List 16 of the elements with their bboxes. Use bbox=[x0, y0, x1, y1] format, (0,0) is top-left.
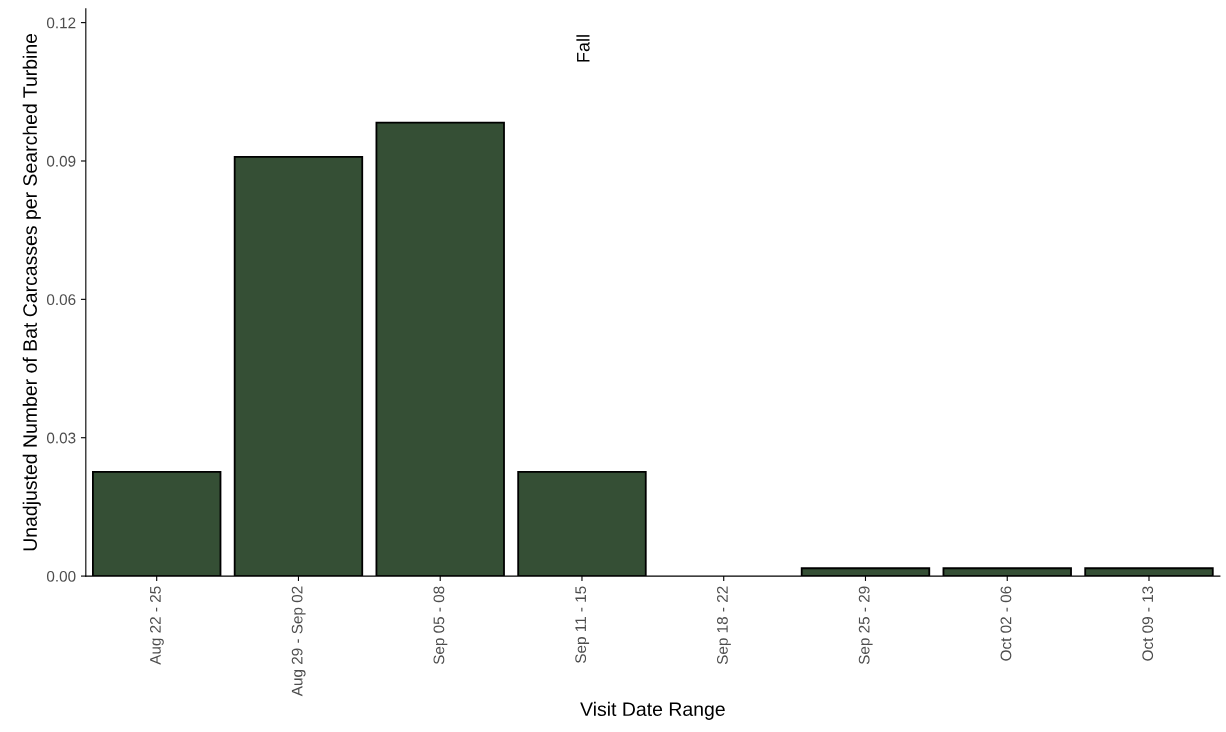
y-tick-label: 0.12 bbox=[46, 17, 76, 29]
y-tick-label: 0.00 bbox=[46, 570, 76, 582]
x-tick-label: Sep 11 - 15 bbox=[575, 586, 590, 663]
x-tick-label: Aug 29 - Sep 02 bbox=[291, 586, 306, 697]
y-tick-label: 0.03 bbox=[46, 432, 76, 444]
x-tick-label: Sep 05 - 08 bbox=[433, 586, 448, 665]
x-tick-label: Sep 18 - 22 bbox=[717, 586, 731, 665]
x-tick-label: Sep 25 - 29 bbox=[858, 586, 873, 665]
x-axis-title: Visit Date Range bbox=[580, 701, 725, 720]
y-tick-label: 0.06 bbox=[46, 294, 76, 306]
x-tick-label: Oct 09 - 13 bbox=[1142, 586, 1154, 661]
y-tick-label: 0.09 bbox=[46, 155, 76, 167]
x-tick-label: Aug 22 - 25 bbox=[149, 586, 164, 665]
x-tick-label: Oct 02 - 06 bbox=[1000, 586, 1012, 661]
y-axis-title: Unadjusted Number of Bat Carcasses per Searched Turbine bbox=[22, 33, 41, 551]
annotation: Fall bbox=[576, 35, 590, 62]
